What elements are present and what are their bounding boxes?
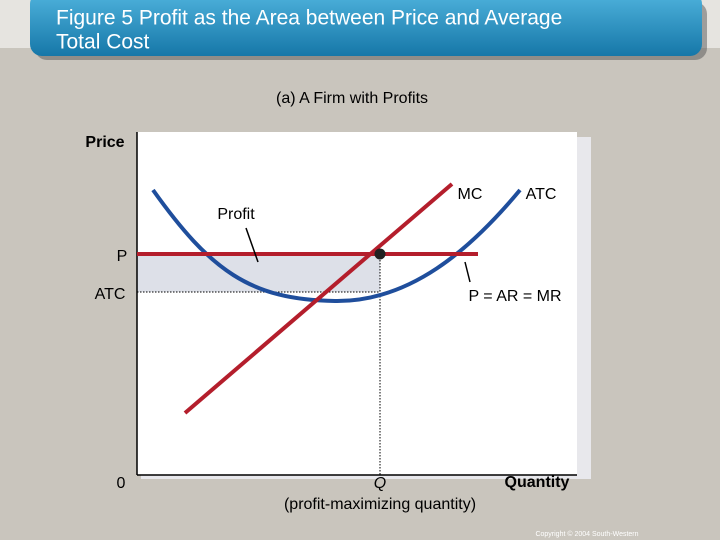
profit-pointer [245, 227, 259, 263]
profit-label: Profit [217, 206, 255, 223]
y-axis-label: Price [85, 134, 124, 151]
quantity-label: Q [374, 475, 386, 492]
mc-curve [183, 182, 454, 415]
profit-area [137, 254, 380, 292]
atc-curve [151, 188, 522, 304]
demand-label: P = AR = MR [468, 288, 561, 305]
title: Total Cost [56, 31, 150, 54]
subtitle: (a) A Firm with Profits [276, 90, 428, 107]
quantity-note: (profit-maximizing quantity) [284, 496, 476, 513]
mc-label: MC [458, 186, 483, 203]
equilibrium-point [374, 248, 386, 260]
price-label: P [117, 248, 128, 265]
title-banner [30, 0, 702, 56]
plot-area [137, 132, 577, 475]
demand-pointer [464, 261, 471, 283]
copyright: Copyright © 2004 South-Western [535, 530, 638, 538]
origin-label: 0 [117, 475, 126, 492]
atc-level-label: ATC [95, 286, 126, 303]
title: Figure 5 Profit as the Area between Pric… [56, 7, 562, 30]
atc-curve-label: ATC [526, 186, 557, 203]
x-axis-label: Quantity [505, 474, 570, 491]
